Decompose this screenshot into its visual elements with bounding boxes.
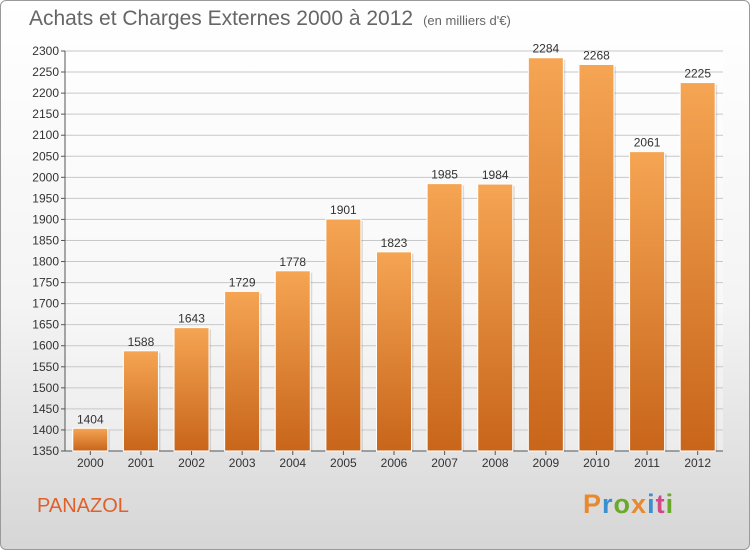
bar-value-label: 1901: [330, 203, 357, 217]
bar-value-label: 1588: [128, 335, 155, 349]
bar-value-label: 2268: [583, 48, 610, 62]
bar-value-label: 2225: [684, 67, 711, 81]
y-tick-label: 2000: [32, 170, 59, 184]
bar: [477, 183, 514, 452]
y-tick-label: 2300: [32, 44, 59, 58]
bar-value-label: 2284: [532, 42, 559, 56]
bar: [173, 327, 210, 452]
bar-value-label: 1823: [381, 236, 408, 250]
x-tick-label: 2006: [381, 456, 408, 470]
y-tick-label: 1400: [32, 423, 59, 437]
bar: [376, 251, 412, 452]
bar-value-label: 1404: [77, 412, 104, 426]
x-tick-label: 2004: [279, 456, 306, 470]
y-tick-label: 1950: [32, 191, 59, 205]
x-tick-label: 2007: [431, 456, 458, 470]
x-tick-label: 2003: [229, 456, 256, 470]
logo-letter: P: [583, 489, 603, 519]
bar: [325, 218, 362, 452]
chart-title-text: Achats et Charges Externes 2000 à 2012: [29, 7, 414, 30]
x-tick-label: 2010: [583, 456, 610, 470]
y-tick-label: 2150: [32, 107, 59, 121]
logo-letter: i: [665, 489, 675, 519]
bar: [426, 183, 463, 452]
bar: [679, 82, 716, 452]
y-tick-label: 1350: [32, 444, 59, 458]
y-tick-label: 1900: [32, 212, 59, 226]
x-tick-label: 2008: [482, 456, 509, 470]
y-tick-label: 1650: [32, 318, 59, 332]
x-tick-label: 2005: [330, 456, 357, 470]
bar-value-label: 1729: [229, 275, 256, 289]
proxiti-logo: Proxiti: [583, 489, 674, 520]
logo-letter: i: [647, 489, 656, 519]
chart-title: Achats et Charges Externes 2000 à 2012 (e…: [29, 7, 511, 31]
y-tick-label: 2250: [32, 65, 59, 79]
chart-subtitle: (en milliers d'€): [423, 13, 511, 28]
bar-value-label: 2061: [634, 136, 661, 150]
logo-letter: x: [631, 489, 648, 519]
bar: [122, 350, 159, 452]
logo-letter: o: [613, 489, 632, 519]
y-tick-label: 1500: [32, 381, 59, 395]
y-tick-label: 2050: [32, 149, 59, 163]
y-tick-label: 1550: [32, 360, 59, 374]
x-tick-label: 2011: [634, 456, 660, 470]
y-tick-label: 2100: [32, 128, 59, 142]
logo-letter: t: [655, 489, 666, 519]
bar: [578, 63, 615, 452]
y-tick-label: 1450: [32, 402, 59, 416]
y-tick-label: 1800: [32, 255, 59, 269]
y-tick-label: 1600: [32, 339, 59, 353]
x-tick-label: 2000: [77, 456, 104, 470]
x-tick-label: 2009: [532, 456, 559, 470]
x-tick-label: 2012: [684, 456, 711, 470]
bar-value-label: 1643: [178, 312, 205, 326]
bar: [629, 151, 666, 452]
bar-value-label: 1985: [431, 168, 458, 182]
bar: [72, 427, 109, 452]
bar-value-label: 1778: [279, 255, 306, 269]
y-tick-label: 2200: [32, 86, 59, 100]
bar: [224, 290, 261, 452]
city-name: PANAZOL: [37, 495, 129, 517]
x-tick-label: 2001: [128, 456, 155, 470]
bar: [274, 270, 311, 452]
logo-letter: r: [602, 489, 614, 519]
bar-value-label: 1984: [482, 168, 509, 182]
bar: [527, 57, 564, 452]
x-tick-label: 2002: [178, 456, 205, 470]
y-tick-label: 1750: [32, 276, 59, 290]
y-tick-label: 1850: [32, 233, 59, 247]
y-tick-label: 1700: [32, 297, 59, 311]
